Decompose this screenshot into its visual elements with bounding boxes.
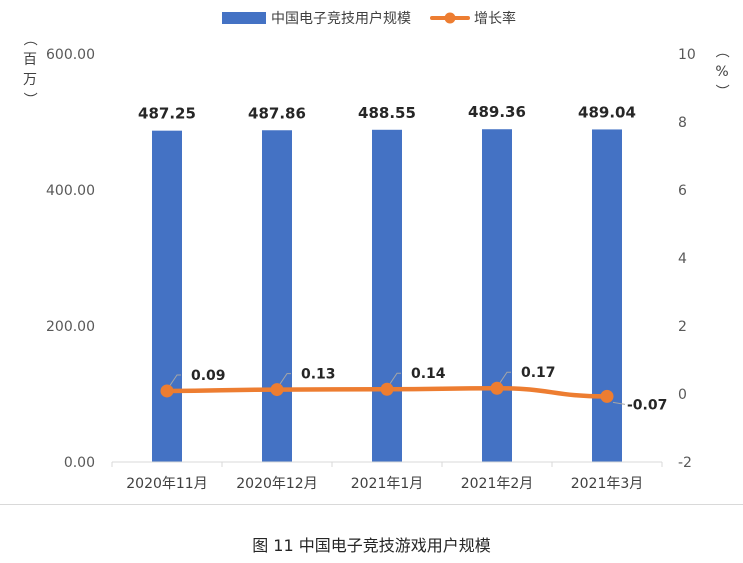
- bar-value-label: 487.86: [248, 104, 306, 122]
- y-right-tick-label: 4: [678, 251, 687, 267]
- y-left-unit-label: （ 百万 ）: [21, 32, 37, 106]
- leader-line: [612, 401, 626, 405]
- y-right-tick-label: -2: [678, 455, 692, 471]
- svg-text:）: ）: [713, 84, 729, 98]
- x-tick-label: 2020年11月: [126, 476, 207, 492]
- x-tick-label: 2020年12月: [236, 476, 317, 492]
- figure-caption: 图 11 中国电子竞技游戏用户规模: [252, 536, 491, 555]
- x-tick-label: 2021年1月: [351, 476, 424, 492]
- y-right-tick-label: 8: [678, 115, 687, 131]
- svg-text:%: %: [715, 64, 728, 80]
- leader-line: [498, 371, 511, 385]
- svg-text:（: （: [713, 44, 729, 58]
- bar-value-label: 487.25: [138, 105, 196, 123]
- y-right-tick-label: 0: [678, 387, 687, 403]
- bar: [592, 129, 622, 462]
- y-left-tick-label: 200.00: [46, 319, 95, 335]
- svg-text:万: 万: [23, 72, 37, 88]
- y-left-tick-label: 0.00: [64, 455, 95, 471]
- y-right-tick-label: 2: [678, 319, 687, 335]
- bar: [372, 129, 402, 462]
- bar-value-label: 488.55: [358, 104, 416, 122]
- growth-value-label: 0.17: [521, 365, 556, 381]
- y-right-unit-label: （% ）: [713, 44, 729, 98]
- leader-line: [388, 372, 401, 386]
- legend-swatch-bar: [222, 12, 266, 24]
- legend-marker-line: [444, 12, 456, 24]
- legend-label-line: 增长率: [474, 10, 516, 27]
- leader-line: [168, 374, 181, 388]
- leader-line: [278, 373, 291, 386]
- divider: [0, 504, 743, 505]
- growth-line-series: 0.09 0.13 0.14 0.17 -0.07: [160, 365, 667, 413]
- growth-value-label: -0.07: [627, 397, 667, 413]
- x-tick-label: 2021年2月: [461, 476, 534, 492]
- y-axis-left: 0.00 200.00 400.00 600.00: [46, 47, 95, 471]
- axis-units: （ 百万 ） （% ）: [21, 32, 729, 106]
- y-right-tick-label: 10: [678, 47, 696, 63]
- svg-text:）: ）: [21, 92, 37, 106]
- bar: [262, 130, 292, 463]
- svg-text:百: 百: [23, 52, 37, 68]
- legend: 中国电子竞技用户规模 增长率: [222, 10, 516, 27]
- y-right-tick-label: 6: [678, 183, 687, 199]
- svg-text:（: （: [21, 32, 37, 46]
- growth-point: [490, 381, 504, 395]
- bar-value-label: 489.36: [468, 103, 526, 121]
- y-left-tick-label: 600.00: [46, 47, 95, 63]
- growth-point: [160, 384, 174, 398]
- x-axis: 2020年11月 2020年12月 2021年1月 2021年2月 2021年3月: [111, 461, 663, 492]
- bar-value-label: 489.04: [578, 103, 636, 121]
- chart: 中国电子竞技用户规模 增长率 （百万）（%） 0.00200.00400.0060…: [21, 10, 729, 492]
- growth-point: [380, 382, 394, 396]
- growth-value-label: 0.09: [191, 368, 226, 384]
- bar: [152, 130, 182, 463]
- growth-value-label: 0.13: [301, 367, 336, 383]
- y-left-tick-label: 400.00: [46, 183, 95, 199]
- growth-point: [600, 389, 614, 403]
- bar: [482, 129, 512, 462]
- bar-series: 487.25 487.86 488.55 489.36 489.04: [138, 103, 636, 463]
- y-axis-right: -2 0 2 4 6 8 10: [678, 47, 696, 471]
- growth-point: [270, 383, 284, 397]
- legend-label-bar: 中国电子竞技用户规模: [271, 10, 411, 27]
- x-tick-label: 2021年3月: [571, 476, 644, 492]
- growth-value-label: 0.14: [411, 366, 446, 382]
